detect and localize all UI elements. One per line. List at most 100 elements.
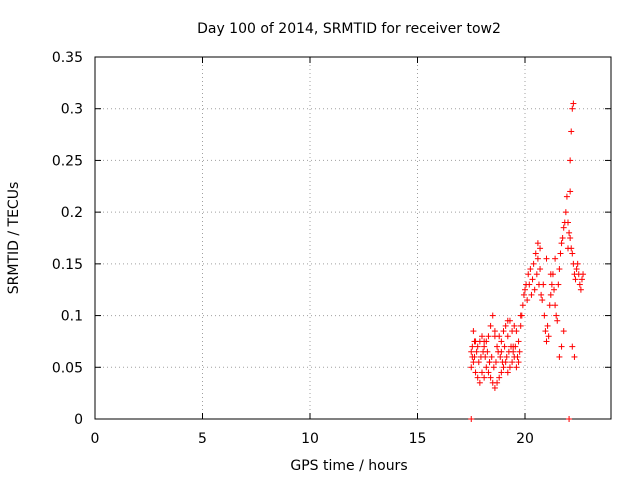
- data-point: [558, 343, 565, 350]
- data-point: [565, 245, 571, 252]
- data-point: [567, 235, 574, 241]
- data-point: [552, 302, 559, 309]
- data-point: [488, 353, 495, 360]
- data-point: [503, 353, 510, 360]
- data-point: [552, 255, 559, 262]
- data-point: [483, 364, 490, 371]
- data-point: [537, 245, 544, 252]
- data-point: [504, 333, 511, 340]
- data-point: [566, 416, 573, 422]
- data-point: [491, 333, 498, 340]
- data-point: [527, 266, 534, 273]
- data-point: [526, 281, 533, 288]
- data-point: [515, 338, 522, 345]
- data-point: [474, 374, 481, 381]
- data-point: [572, 276, 579, 283]
- data-point: [484, 348, 491, 355]
- data-point: [525, 271, 532, 278]
- data-point: [470, 328, 477, 335]
- data-point: [569, 105, 576, 112]
- data-point: [510, 348, 517, 355]
- data-point: [486, 359, 493, 366]
- y-tick-label: 0.15: [52, 257, 83, 273]
- data-point: [501, 343, 508, 350]
- data-point: [497, 353, 504, 360]
- data-point: [513, 364, 520, 371]
- data-point: [544, 322, 551, 329]
- data-point: [568, 128, 575, 135]
- data-point: [470, 359, 477, 366]
- data-point: [524, 297, 531, 304]
- data-point: [553, 312, 560, 319]
- data-point: [517, 322, 524, 329]
- data-points: [468, 100, 587, 422]
- data-point: [494, 379, 501, 386]
- data-point: [576, 281, 583, 288]
- data-point: [487, 374, 494, 381]
- data-point: [517, 312, 524, 319]
- x-tick-label: 10: [301, 431, 319, 447]
- y-tick-label: 0.3: [61, 102, 83, 118]
- data-point: [546, 302, 553, 309]
- data-point: [578, 276, 585, 283]
- data-point: [548, 281, 555, 288]
- x-tick-label: 5: [198, 431, 207, 447]
- data-point: [482, 353, 489, 360]
- grid: [95, 57, 611, 419]
- y-tick-label: 0: [74, 412, 83, 428]
- data-point: [515, 359, 522, 366]
- data-point: [481, 374, 488, 381]
- data-point: [560, 328, 567, 335]
- data-point: [534, 240, 541, 247]
- plot-area-frame: [94, 56, 612, 420]
- data-point: [510, 343, 517, 350]
- data-point: [500, 364, 507, 371]
- data-point: [468, 416, 475, 422]
- data-point: [485, 333, 492, 340]
- data-point: [537, 266, 544, 273]
- data-point: [490, 364, 497, 371]
- data-point: [514, 353, 521, 360]
- data-point: [471, 338, 478, 345]
- data-point: [506, 364, 513, 371]
- data-point: [476, 379, 483, 386]
- data-point: [529, 276, 536, 283]
- x-tick-label: 20: [516, 431, 534, 447]
- data-point: [473, 348, 480, 355]
- data-point: [555, 281, 562, 288]
- data-point: [498, 348, 505, 355]
- data-point: [475, 359, 482, 366]
- data-point: [559, 235, 566, 241]
- data-point: [528, 291, 535, 298]
- data-point: [520, 291, 527, 298]
- data-point: [472, 369, 479, 376]
- data-point: [468, 364, 475, 371]
- data-point: [504, 317, 511, 324]
- data-point: [511, 322, 518, 329]
- y-tick-label: 0.25: [52, 153, 83, 169]
- data-point: [547, 271, 554, 278]
- data-point: [580, 271, 587, 278]
- x-tick-label: 0: [91, 431, 100, 447]
- data-point: [502, 322, 509, 329]
- data-point: [569, 250, 576, 257]
- data-point: [558, 240, 565, 247]
- data-point: [494, 343, 501, 350]
- data-point: [469, 343, 476, 350]
- data-point: [500, 328, 507, 335]
- data-point: [487, 322, 494, 329]
- data-point: [492, 359, 499, 366]
- data-point: [557, 250, 564, 257]
- data-point: [519, 302, 526, 309]
- x-tick-label: 15: [409, 431, 427, 447]
- data-point: [554, 317, 561, 324]
- data-point: [574, 260, 581, 267]
- data-point: [569, 343, 576, 350]
- data-point: [545, 333, 552, 340]
- data-point: [532, 250, 539, 257]
- data-point: [474, 343, 481, 350]
- data-point: [567, 157, 574, 164]
- data-point: [567, 188, 574, 195]
- data-point: [531, 286, 538, 293]
- data-point: [479, 369, 485, 376]
